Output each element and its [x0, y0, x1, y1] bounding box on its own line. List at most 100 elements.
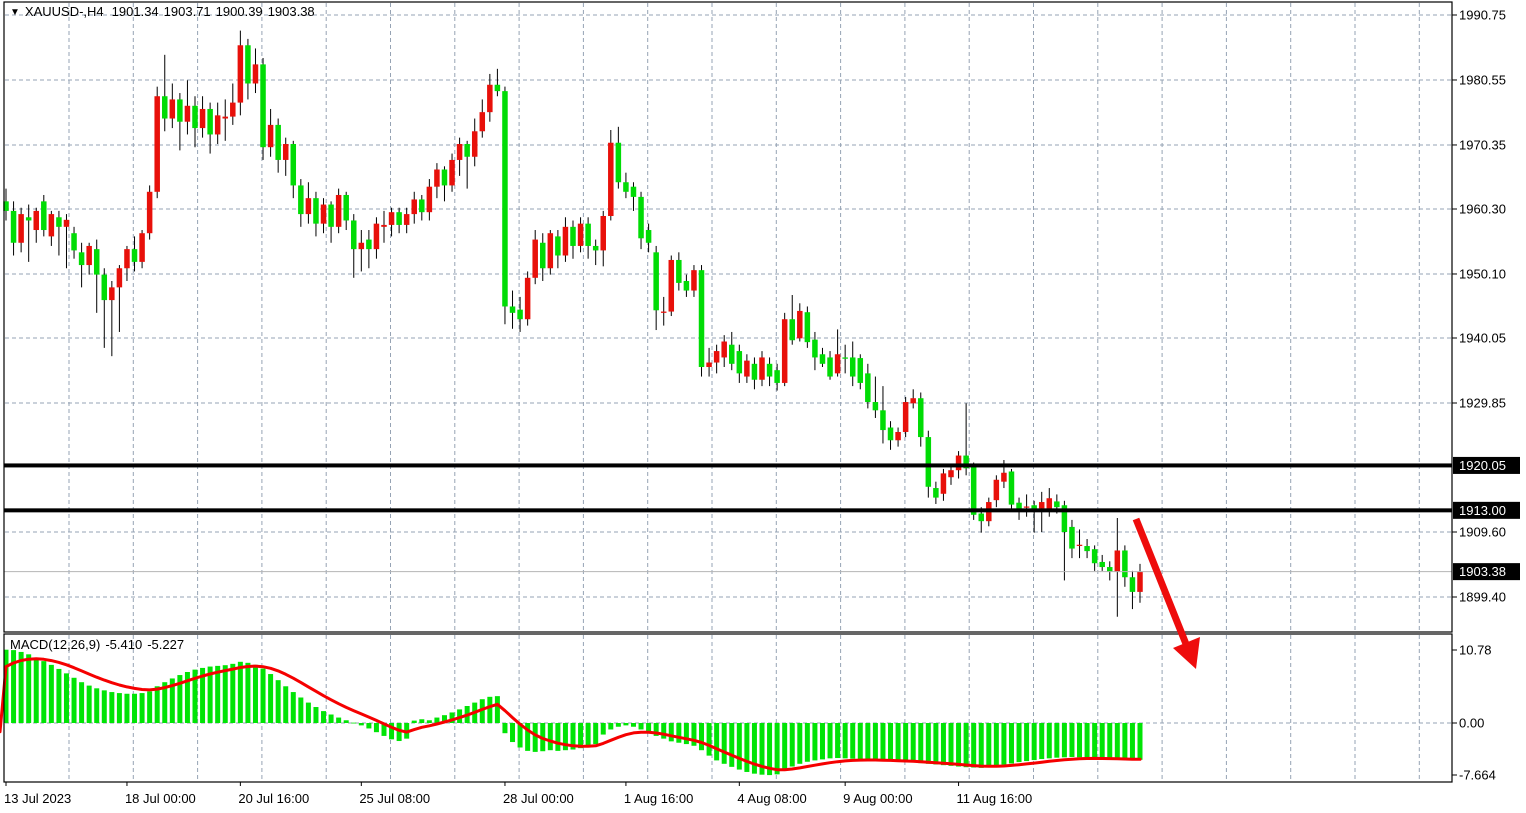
- candle-bull: [146, 191, 153, 234]
- level-lines[interactable]: [4, 463, 1452, 513]
- macd-bar: [714, 723, 720, 761]
- macd-bar: [109, 692, 115, 723]
- candle-bear: [3, 201, 9, 211]
- macd-bar: [132, 693, 138, 723]
- macd-bar: [1107, 723, 1113, 760]
- candle-bear: [41, 201, 47, 231]
- candle-bear: [1008, 471, 1015, 505]
- macd-bar: [948, 723, 954, 766]
- level-price-badge: [1453, 456, 1520, 474]
- panel-borders: [3, 1, 1453, 783]
- macd-bar: [71, 677, 77, 723]
- macd-bar: [804, 723, 810, 762]
- macd-bar: [373, 723, 379, 733]
- price-tick-label: 1980.55: [1459, 72, 1506, 87]
- time-tick-label: 28 Jul 00:00: [503, 791, 574, 806]
- candle-bull: [487, 84, 493, 113]
- candle-bull: [320, 204, 327, 224]
- macd-bar: [615, 723, 621, 727]
- macd-bar: [1024, 723, 1030, 762]
- macd-bar: [245, 662, 251, 723]
- candle-bull: [230, 102, 236, 117]
- macd-bar: [547, 723, 553, 751]
- macd-bar: [177, 675, 183, 723]
- macd-bar: [1114, 723, 1120, 760]
- macd-bar: [880, 723, 886, 761]
- macd-bar: [585, 723, 591, 747]
- candle-bull: [154, 96, 160, 192]
- time-tick-label: 25 Jul 08:00: [359, 791, 430, 806]
- candle-bear: [653, 252, 659, 311]
- candle-bear: [1016, 502, 1022, 510]
- macd-bar: [517, 723, 523, 748]
- candle-bull: [834, 354, 841, 374]
- macd-bar: [910, 723, 916, 763]
- candle-bull: [547, 233, 554, 269]
- candle-bull: [660, 311, 667, 313]
- candle-bear: [615, 142, 622, 183]
- macd-bar: [487, 696, 493, 723]
- candle-bear: [162, 96, 168, 119]
- macd-bar: [646, 723, 652, 733]
- trend-arrow[interactable]: [1132, 517, 1200, 669]
- candle-bear: [517, 309, 523, 320]
- macd-bar: [676, 723, 682, 743]
- macd-bar: [169, 678, 175, 723]
- candle-bear: [1069, 526, 1075, 549]
- time-tick-label: 11 Aug 16:00: [957, 791, 1033, 806]
- price-tick-label: 1929.85: [1459, 395, 1506, 410]
- price-tick-label: 1899.40: [1459, 589, 1506, 604]
- time-tick-label: 4 Aug 08:00: [737, 791, 806, 806]
- macd-bar: [207, 666, 213, 723]
- macd-bar: [162, 682, 168, 723]
- main-panel-border: [3, 1, 1453, 633]
- macd-bar: [1092, 723, 1098, 759]
- candle-bear: [1061, 505, 1068, 533]
- macd-bar: [1061, 723, 1067, 758]
- candle-bear: [207, 108, 213, 135]
- candle-bear: [736, 351, 743, 374]
- macd-bar: [956, 723, 962, 767]
- candle-bull: [139, 233, 145, 262]
- macd-bar: [313, 707, 319, 723]
- candle-bear: [630, 186, 637, 197]
- macd-bar: [116, 693, 122, 723]
- macd-bar: [1001, 723, 1007, 765]
- macd-bar: [797, 723, 803, 764]
- macd-signal-line: [0, 657, 1142, 772]
- macd-bar: [827, 723, 833, 759]
- macd-bar: [963, 723, 969, 768]
- chart-title: ▼ XAUUSD-,H4 1901.34 1903.71 1900.39 1903.38: [10, 4, 320, 19]
- time-axis[interactable]: 13 Jul 2023 18 Jul 00:00 20 Jul 16:00 25 Ju…: [4, 782, 1032, 806]
- candle-bear: [131, 249, 138, 262]
- candle-bear: [933, 488, 939, 498]
- macd-bar: [26, 654, 32, 723]
- macd-main-value: -5.410: [105, 637, 143, 652]
- candle-bear: [502, 91, 508, 307]
- candle-bull: [18, 214, 24, 243]
- candle-bear: [192, 105, 198, 129]
- macd-bar: [918, 723, 924, 764]
- macd-bar: [593, 723, 599, 745]
- symbol-dropdown-icon[interactable]: ▼: [10, 7, 20, 18]
- candle-bear: [1099, 561, 1105, 568]
- macd-bar: [1069, 723, 1075, 757]
- candle-bear: [585, 223, 591, 246]
- macd-bar: [691, 723, 697, 746]
- macd-bar: [389, 723, 395, 740]
- candle-bull: [116, 268, 123, 288]
- macd-bar: [857, 723, 863, 760]
- candle-bull: [282, 144, 289, 160]
- candle-bull: [608, 142, 614, 217]
- candle-bull: [214, 115, 221, 135]
- candle-bear: [396, 212, 402, 225]
- grid-lines: [5, 3, 1451, 781]
- ohlc-low: 1900.39: [215, 4, 263, 19]
- macd-bar: [268, 674, 274, 723]
- macd-bar: [3, 649, 9, 723]
- candles-layer[interactable]: [3, 30, 1143, 617]
- price-axis[interactable]: 1990.75 1980.55 1970.35 1960.30 1950.10 1940.…: [1452, 8, 1520, 605]
- macd-bar: [305, 702, 311, 723]
- macd-axis[interactable]: 10.78 0.00 -7.664: [1452, 643, 1496, 783]
